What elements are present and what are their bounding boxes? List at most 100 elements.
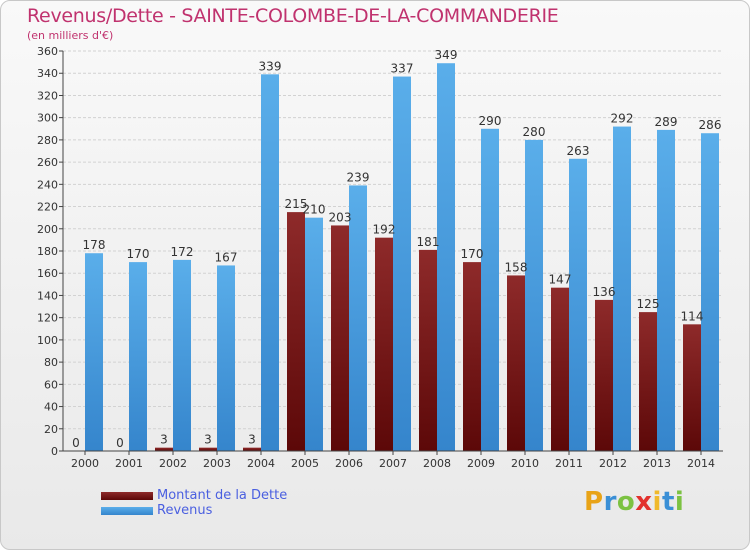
- data-label-revenus: 170: [127, 247, 150, 261]
- x-tick-label: 2002: [159, 457, 187, 470]
- bar-dette: [331, 225, 349, 451]
- x-tick-label: 2001: [115, 457, 143, 470]
- logo-letter: P: [584, 487, 604, 517]
- y-tick-label: 0: [51, 445, 58, 458]
- bar-revenus: [349, 185, 367, 451]
- data-label-revenus: 172: [171, 245, 194, 259]
- logo-letter: t: [661, 487, 675, 517]
- data-label-dette: 158: [505, 260, 528, 274]
- y-tick-label: 140: [37, 289, 58, 302]
- y-tick-label: 40: [44, 401, 58, 414]
- y-tick-label: 100: [37, 334, 58, 347]
- bar-revenus: [437, 63, 455, 451]
- y-tick-label: 360: [37, 45, 58, 58]
- data-label-revenus: 339: [259, 59, 282, 73]
- data-label-revenus: 337: [391, 62, 414, 76]
- bar-dette: [507, 275, 525, 451]
- legend-swatch-revenus: [101, 507, 153, 515]
- bar-dette: [375, 237, 393, 451]
- bar-dette: [639, 312, 657, 451]
- x-tick-label: 2008: [423, 457, 451, 470]
- x-tick-label: 2005: [291, 457, 319, 470]
- legend-label-dette: Montant de la Dette: [157, 488, 288, 503]
- bar-dette: [287, 212, 305, 451]
- bars: [85, 63, 719, 452]
- x-tick-label: 2011: [555, 457, 583, 470]
- bar-dette: [419, 249, 437, 451]
- data-label-revenus: 210: [303, 203, 326, 217]
- y-tick-label: 120: [37, 312, 58, 325]
- bar-revenus: [305, 217, 323, 451]
- data-label-revenus: 280: [523, 125, 546, 139]
- bar-dette: [463, 262, 481, 451]
- data-label-dette: 147: [549, 273, 572, 287]
- x-tick-label: 2013: [643, 457, 671, 470]
- y-tick-label: 300: [37, 112, 58, 125]
- y-tick-label: 220: [37, 201, 58, 214]
- logo-letter: o: [616, 487, 636, 517]
- proxiti-logo: Proxiti: [584, 487, 684, 517]
- y-tick-label: 20: [44, 423, 58, 436]
- data-label-dette: 215: [285, 197, 308, 211]
- bar-dette: [155, 447, 173, 451]
- bar-revenus: [481, 128, 499, 451]
- chart-subtitle: (en milliers d'€): [27, 29, 114, 42]
- data-label-revenus: 349: [435, 48, 458, 62]
- x-tick-label: 2007: [379, 457, 407, 470]
- x-tick-label: 2000: [71, 457, 99, 470]
- data-label-revenus: 289: [655, 115, 678, 129]
- data-label-dette: 170: [461, 247, 484, 261]
- bar-dette: [595, 299, 613, 451]
- data-label-revenus: 263: [567, 144, 590, 158]
- bar-revenus: [261, 74, 279, 451]
- y-tick-label: 320: [37, 89, 58, 102]
- data-label-revenus: 239: [347, 170, 370, 184]
- x-tick-label: 2012: [599, 457, 627, 470]
- logo-letter: i: [652, 487, 662, 517]
- y-tick-label: 80: [44, 356, 58, 369]
- data-label-dette: 192: [373, 223, 396, 237]
- y-axis: 0 20 40 60 80 100 120 140 160 180 200 220 240 260 280 3…: [37, 45, 64, 458]
- y-tick-label: 240: [37, 178, 58, 191]
- data-label-dette: 0: [72, 436, 80, 450]
- x-tick-label: 2004: [247, 457, 275, 470]
- data-label-dette: 181: [417, 235, 440, 249]
- data-label-revenus: 178: [83, 238, 106, 252]
- bar-dette: [683, 324, 701, 451]
- data-label-dette: 0: [116, 436, 124, 450]
- legend-label-revenus: Revenus: [157, 503, 213, 518]
- data-label-revenus: 292: [611, 112, 634, 126]
- logo-letter: x: [635, 487, 653, 517]
- y-tick-label: 340: [37, 67, 58, 80]
- data-label-dette: 114: [681, 309, 704, 323]
- bar-revenus: [525, 139, 543, 451]
- x-tick-label: 2006: [335, 457, 363, 470]
- y-tick-label: 60: [44, 378, 58, 391]
- x-tick-label: 2009: [467, 457, 495, 470]
- y-tick-label: 200: [37, 223, 58, 236]
- legend-swatch-dette: [101, 492, 153, 500]
- data-label-revenus: 290: [479, 114, 502, 128]
- data-label-dette: 136: [593, 285, 616, 299]
- data-label-dette: 3: [204, 433, 212, 447]
- bar-revenus: [613, 126, 631, 452]
- x-tick-label: 2003: [203, 457, 231, 470]
- y-tick-label: 160: [37, 267, 58, 280]
- bar-revenus: [393, 76, 411, 452]
- bar-revenus: [173, 259, 191, 451]
- bar-revenus: [85, 253, 103, 451]
- bar-revenus: [129, 262, 147, 451]
- x-axis: 2000 2001 2002 2003 2004 2005 2006 2007 2008 2009…: [63, 450, 723, 470]
- data-label-dette: 3: [160, 433, 168, 447]
- logo-letter: i: [674, 487, 685, 517]
- data-label-dette: 125: [637, 297, 660, 311]
- data-label-revenus: 167: [215, 250, 238, 264]
- y-tick-label: 180: [37, 245, 58, 258]
- bar-revenus: [657, 129, 675, 451]
- data-label-revenus: 286: [699, 118, 722, 132]
- bar-dette: [199, 447, 217, 451]
- x-tick-label: 2014: [687, 457, 715, 470]
